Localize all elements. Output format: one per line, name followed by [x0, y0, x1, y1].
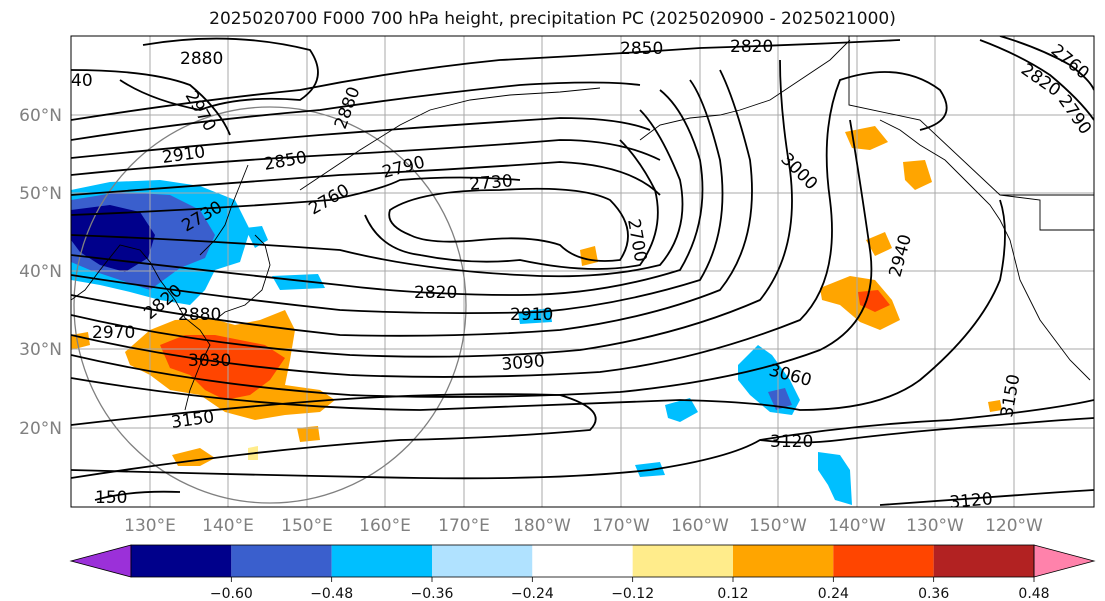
colorbar: −0.60 −0.48 −0.36 −0.24 −0.12 0.12 0.24 0.36 0.4… — [69, 544, 1096, 601]
precip-negative-east-b — [665, 398, 698, 422]
contour-label: 40 — [71, 71, 93, 91]
contour-label: 150 — [95, 488, 127, 508]
precip-positive-west-strong — [160, 335, 285, 400]
colorbar-tick-label: −0.48 — [310, 586, 353, 601]
reference-circle — [73, 106, 467, 504]
colorbar-outline — [130, 544, 1035, 578]
map-frame — [70, 35, 1095, 508]
contour-label: 2880 — [178, 305, 221, 325]
colorbar-swatch — [733, 545, 834, 577]
lat-label: 30°N — [19, 340, 62, 360]
precip-negative-east-a-core — [768, 388, 792, 410]
colorbar-swatch — [833, 545, 934, 577]
colorbar-tick-label: −0.60 — [210, 586, 253, 601]
precip-positive-small-c — [297, 426, 320, 442]
contour-label: 2730 — [469, 171, 514, 195]
contour-label: 3030 — [188, 351, 231, 371]
colorbar-tick-label: 0.12 — [717, 586, 748, 601]
contour-label: 2970 — [92, 323, 135, 343]
colorbar-swatch — [231, 545, 332, 577]
colorbar-swatch — [131, 545, 232, 577]
lon-label: 140°E — [202, 516, 254, 536]
lon-label: 170°W — [592, 516, 650, 536]
precip-positive-east-c — [903, 160, 932, 190]
lat-label: 50°N — [19, 184, 62, 204]
precip-negative-east-c — [818, 452, 852, 505]
precip-negative-small-b — [272, 274, 325, 290]
colorbar-swatch — [933, 545, 1034, 577]
contour-label: 2850 — [620, 39, 663, 59]
longitude-labels: 130°E 140°E 150°E 160°E 170°E 180°W 170°… — [124, 516, 1043, 536]
colorbar-tick-label: 0.48 — [1018, 586, 1049, 601]
contour-label: 3120 — [770, 432, 813, 452]
lon-label: 140°W — [828, 516, 886, 536]
colorbar-swatch — [331, 545, 432, 577]
colorbar-swatch — [432, 545, 533, 577]
lon-label: 150°W — [749, 516, 807, 536]
lat-label: 40°N — [19, 262, 62, 282]
contour-label: 2910 — [510, 305, 553, 325]
lon-label: 130°W — [906, 516, 964, 536]
lon-label: 180°W — [513, 516, 571, 536]
contour-label: 2880 — [180, 49, 223, 69]
colorbar-tick-label: 0.36 — [918, 586, 949, 601]
colorbar-swatch — [632, 545, 733, 577]
colorbar-tick-label: −0.36 — [411, 586, 454, 601]
contour-label: 3120 — [949, 489, 994, 513]
height-contours — [71, 36, 1094, 506]
colorbar-extend-high — [1033, 544, 1096, 578]
colorbar-tick-label: −0.12 — [611, 586, 654, 601]
lon-label: 150°E — [281, 516, 333, 536]
contour-label: 3090 — [501, 351, 546, 375]
precip-positive-east-e — [988, 400, 1002, 412]
lon-label: 130°E — [124, 516, 176, 536]
latitude-labels: 60°N 50°N 40°N 30°N 20°N — [19, 106, 62, 439]
map-title: 2025020700 F000 700 hPa height, precipit… — [209, 9, 896, 29]
colorbar-tick-label: 0.24 — [818, 586, 849, 601]
lon-label: 170°E — [438, 516, 490, 536]
lon-label: 160°W — [671, 516, 729, 536]
lat-label: 60°N — [19, 106, 62, 126]
lat-label: 20°N — [19, 419, 62, 439]
lon-label: 120°W — [985, 516, 1043, 536]
colorbar-tick-label: −0.24 — [511, 586, 554, 601]
colorbar-extend-low — [69, 544, 132, 578]
precip-positive-east-d — [866, 232, 892, 256]
precip-positive-east-b — [845, 126, 888, 150]
lon-label: 160°E — [359, 516, 411, 536]
contour-label: 2820 — [730, 37, 773, 57]
contour-label: 2820 — [414, 283, 457, 303]
colorbar-swatch — [532, 545, 633, 577]
precip-positive-east-a-core — [858, 290, 890, 312]
precipitation-shading — [71, 126, 1002, 505]
